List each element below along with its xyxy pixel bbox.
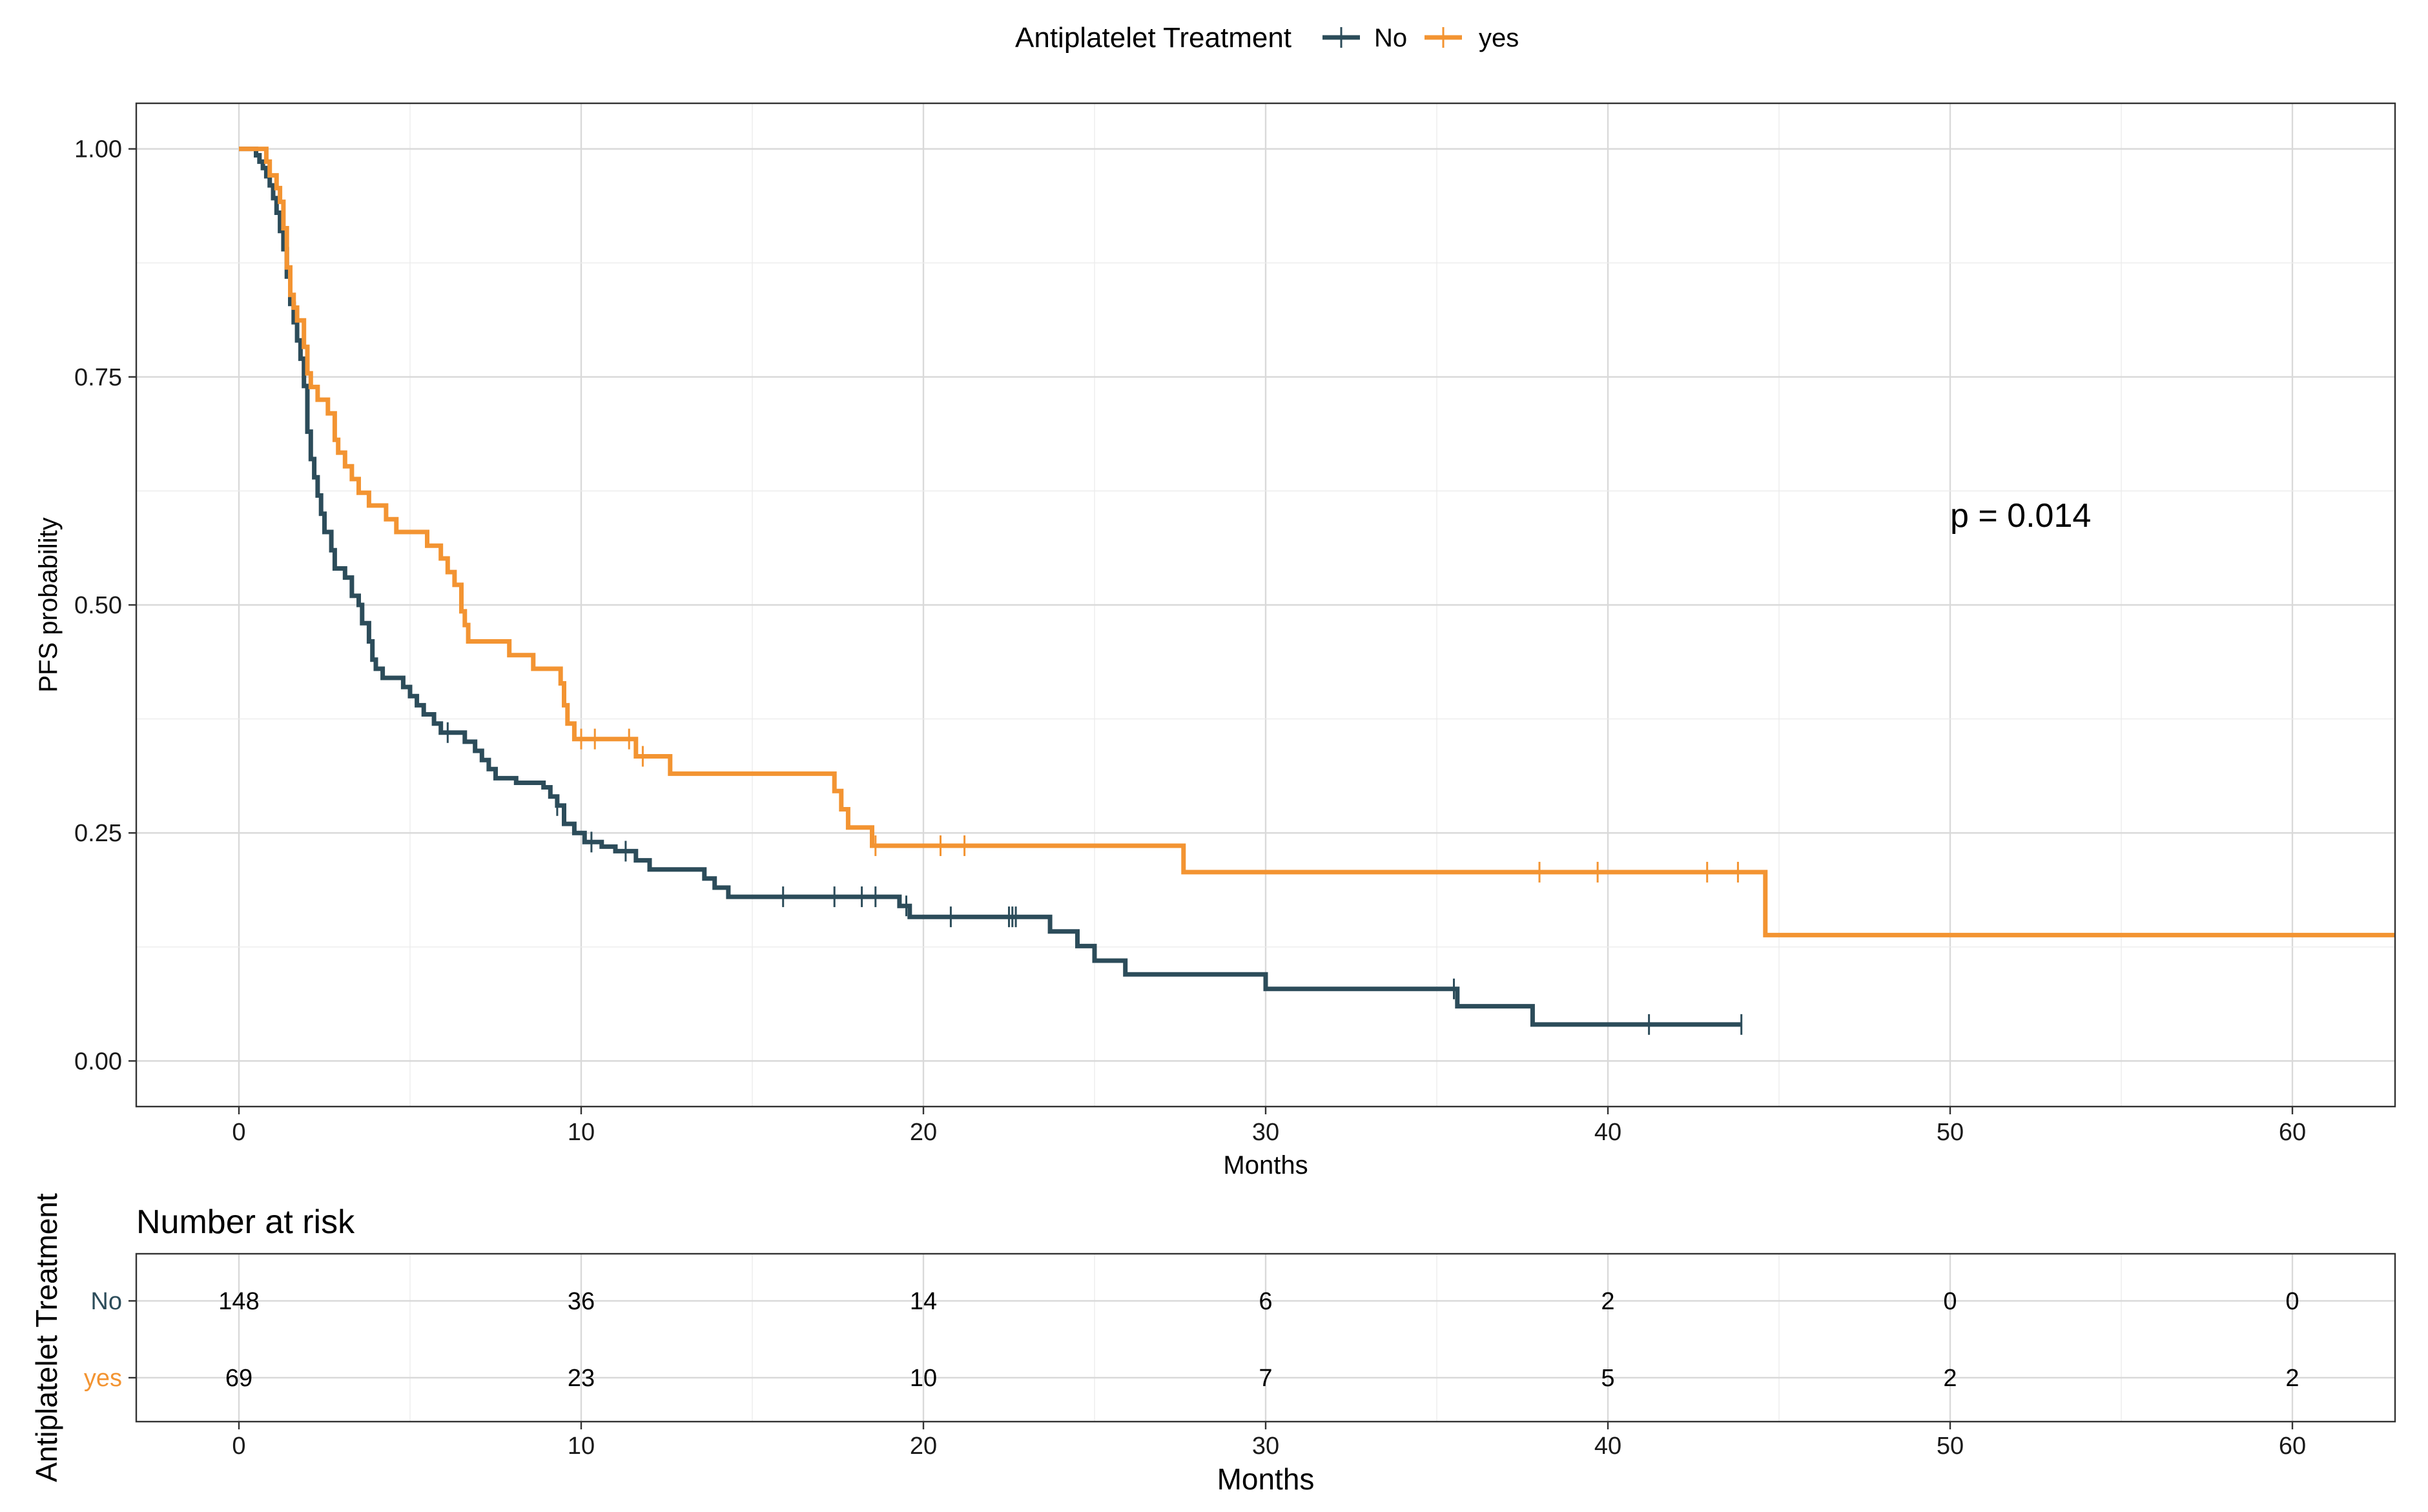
x-tick-label: 40 <box>1594 1119 1621 1146</box>
risk-count-no: 6 <box>1259 1288 1272 1315</box>
legend-label-yes: yes <box>1479 24 1519 52</box>
curve-yes <box>239 147 2395 937</box>
risk-row-label-yes: yes <box>84 1365 122 1392</box>
y-tick-label: 0.25 <box>74 820 122 847</box>
p-value-annotation: p = 0.014 <box>1950 497 2091 535</box>
x-axis-title: Months <box>1223 1151 1308 1180</box>
survival-curves <box>239 147 2395 1035</box>
legend: Antiplatelet Treatment No yes <box>1015 22 1519 54</box>
curve-no <box>239 147 1742 1027</box>
x-tick-label: 50 <box>1937 1119 1964 1146</box>
risk-x-tick-label: 0 <box>232 1433 245 1460</box>
risk-count-no: 36 <box>568 1288 595 1315</box>
risk-count-yes: 2 <box>2285 1365 2299 1392</box>
risk-x-tick-label: 30 <box>1252 1433 1279 1460</box>
y-tick-label: 0.50 <box>74 592 122 619</box>
risk-table-y-title: Antiplatelet Treatment <box>30 1193 63 1482</box>
risk-x-tick-label: 10 <box>568 1433 595 1460</box>
risk-table-grid <box>136 1254 2395 1422</box>
x-tick-label: 10 <box>568 1119 595 1146</box>
x-tick-label: 60 <box>2279 1119 2306 1146</box>
risk-count-yes: 5 <box>1601 1365 1614 1392</box>
main-plot-axes: 0 10 20 30 40 50 60 0.00 0.25 0.50 0.75 1.00 <box>74 136 2306 1146</box>
legend-label-no: No <box>1374 24 1407 52</box>
risk-count-no: 2 <box>1601 1288 1614 1315</box>
risk-count-yes: 2 <box>1943 1365 1957 1392</box>
y-axis-title: PFS probability <box>34 517 63 692</box>
y-tick-label: 1.00 <box>74 136 122 163</box>
x-tick-label: 0 <box>232 1119 245 1146</box>
risk-x-tick-label: 60 <box>2279 1433 2306 1460</box>
risk-count-no: 0 <box>1943 1288 1957 1315</box>
risk-row-label-no: No <box>90 1288 122 1315</box>
legend-title: Antiplatelet Treatment <box>1015 22 1291 54</box>
risk-count-no: 0 <box>2285 1288 2299 1315</box>
risk-count-yes: 23 <box>568 1365 595 1392</box>
main-plot-grid <box>136 103 2395 1107</box>
risk-count-yes: 69 <box>225 1365 252 1392</box>
y-tick-label: 0.00 <box>74 1048 122 1075</box>
x-tick-label: 30 <box>1252 1119 1279 1146</box>
risk-count-no: 148 <box>218 1288 259 1315</box>
risk-count-yes: 10 <box>910 1365 937 1392</box>
risk-count-yes: 7 <box>1259 1365 1272 1392</box>
x-tick-label: 20 <box>910 1119 937 1146</box>
legend-entry-no: No <box>1322 24 1407 52</box>
risk-table-title: Number at risk <box>136 1203 355 1241</box>
risk-x-tick-label: 50 <box>1937 1433 1964 1460</box>
legend-entry-yes: yes <box>1425 24 1519 52</box>
risk-table-x-title: Months <box>1217 1462 1315 1496</box>
risk-x-tick-label: 40 <box>1594 1433 1621 1460</box>
risk-count-no: 14 <box>910 1288 937 1315</box>
risk-x-tick-label: 20 <box>910 1433 937 1460</box>
y-tick-label: 0.75 <box>74 364 122 391</box>
